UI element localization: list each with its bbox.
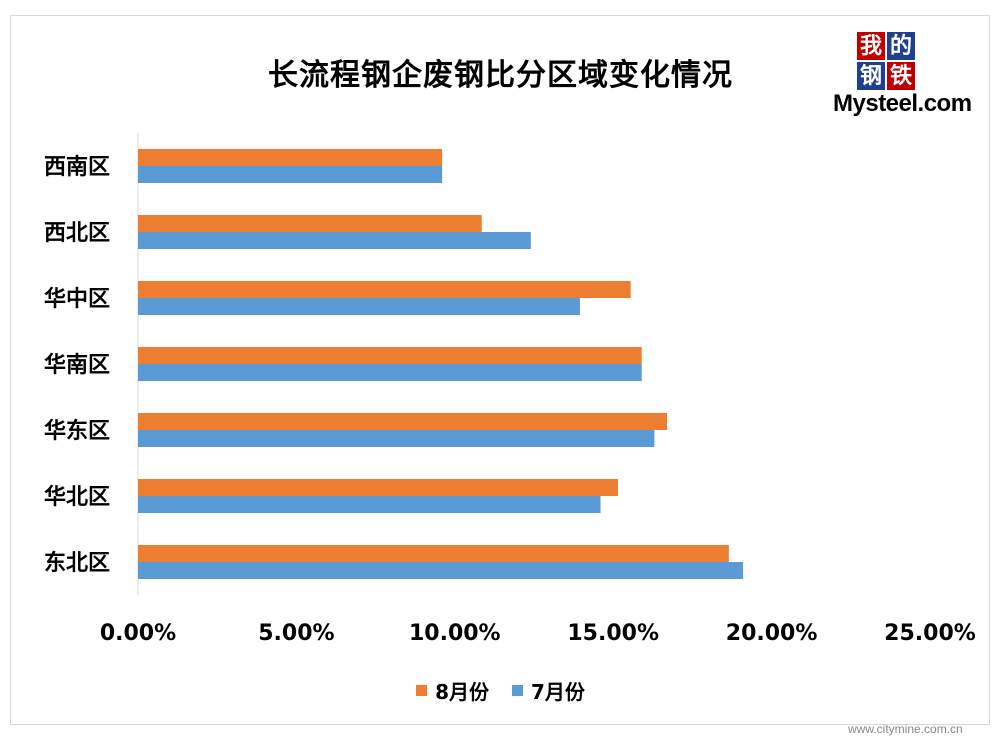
x-tick-label: 25.00% <box>884 621 976 646</box>
category-label: 华南区 <box>44 352 110 378</box>
category-label: 西北区 <box>44 221 110 246</box>
category-label: 东北区 <box>44 550 110 576</box>
logo-char-2: 的 <box>887 32 915 60</box>
x-tick-label: 0.00% <box>100 621 176 646</box>
legend-label-aug: 8月份 <box>435 680 490 704</box>
legend-item-aug: 8月份 <box>416 676 489 705</box>
category-label: 华北区 <box>44 484 110 510</box>
mysteel-logo: 我 的 钢 铁 Mysteel.com <box>833 32 978 127</box>
chart-title: 长流程钢企废钢比分区域变化情况 <box>268 58 733 93</box>
bar-aug <box>138 281 631 298</box>
x-tick-label: 5.00% <box>258 621 334 646</box>
legend-label-jul: 7月份 <box>530 680 585 704</box>
logo-text: Mysteel.com <box>833 90 972 117</box>
x-tick-label: 20.00% <box>726 621 818 646</box>
bar-jul <box>138 430 655 447</box>
legend-item-jul: 7月份 <box>511 676 585 705</box>
legend-swatch-jul <box>511 685 523 696</box>
category-label: 华中区 <box>44 286 110 312</box>
bar-jul <box>138 298 580 315</box>
bar-jul <box>138 562 744 579</box>
logo-char-3: 钢 <box>857 62 885 90</box>
bar-aug <box>138 545 729 562</box>
bar-aug <box>138 347 642 364</box>
legend: 8月份 7月份 <box>0 676 1001 705</box>
logo-char-4: 铁 <box>887 62 915 90</box>
bar-aug <box>138 413 668 430</box>
watermark: www.citymine.com.cn <box>848 722 963 736</box>
x-tick-label: 10.00% <box>409 621 501 646</box>
bar-jul <box>138 496 601 513</box>
category-label: 华东区 <box>44 418 110 444</box>
category-label: 西南区 <box>44 155 110 180</box>
legend-swatch-aug <box>416 685 428 696</box>
bar-jul <box>138 166 443 183</box>
bar-aug <box>138 149 443 166</box>
bar-jul <box>138 364 642 381</box>
logo-char-1: 我 <box>857 32 885 60</box>
bar-aug <box>138 215 482 232</box>
bar-aug <box>138 479 618 496</box>
bar-jul <box>138 232 531 249</box>
x-tick-label: 15.00% <box>567 621 659 646</box>
